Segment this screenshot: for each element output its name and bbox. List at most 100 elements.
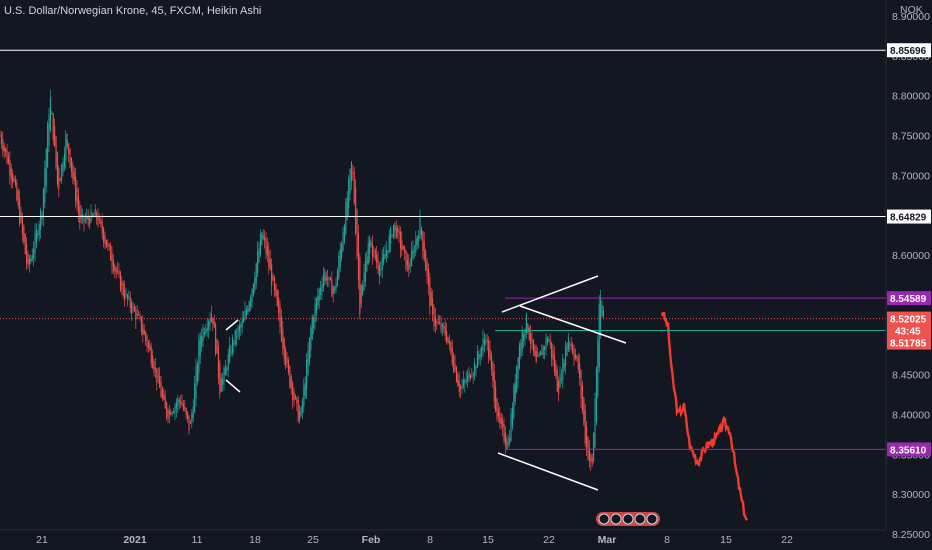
trendline[interactable] bbox=[225, 319, 239, 331]
candle-body bbox=[271, 264, 273, 287]
candle-body bbox=[54, 126, 56, 146]
event-icon[interactable] bbox=[610, 513, 622, 525]
candle-body bbox=[297, 400, 299, 422]
candle-body bbox=[168, 410, 170, 415]
trendline-drawings[interactable] bbox=[225, 275, 627, 491]
candle-body bbox=[476, 351, 478, 368]
trendline-middle[interactable] bbox=[519, 305, 627, 344]
candle-body bbox=[61, 164, 63, 180]
candle-body bbox=[255, 263, 257, 284]
candle-body bbox=[546, 339, 548, 343]
candle-body bbox=[408, 262, 410, 270]
candle-body bbox=[42, 188, 44, 218]
candle-body bbox=[399, 232, 401, 249]
candle-body bbox=[471, 376, 473, 378]
event-icon[interactable] bbox=[598, 513, 610, 525]
candle-body bbox=[363, 272, 365, 290]
candle-body bbox=[198, 340, 200, 373]
candle-body bbox=[222, 379, 224, 385]
price-tick: 8.30000 bbox=[892, 489, 930, 501]
candle-body bbox=[397, 228, 399, 232]
candle-body bbox=[296, 397, 298, 403]
candle-body bbox=[549, 340, 551, 345]
trendline-lower[interactable] bbox=[497, 452, 599, 491]
candle-body bbox=[128, 296, 130, 298]
candle-body bbox=[313, 317, 315, 329]
candle-body bbox=[139, 314, 141, 319]
candle-body bbox=[366, 256, 368, 271]
candle-body bbox=[492, 362, 494, 381]
candle-body bbox=[45, 149, 47, 186]
event-icon[interactable] bbox=[622, 513, 634, 525]
trendline[interactable] bbox=[225, 379, 241, 393]
candle-body bbox=[475, 366, 477, 369]
candle-body bbox=[315, 298, 317, 314]
event-icon[interactable] bbox=[646, 513, 658, 525]
trendline-upper[interactable] bbox=[501, 275, 599, 313]
candle-body bbox=[593, 433, 595, 461]
candle-body bbox=[230, 351, 232, 354]
candle-body bbox=[31, 255, 33, 261]
candle-body bbox=[152, 355, 154, 369]
candle-body bbox=[84, 218, 86, 220]
candle-body bbox=[52, 113, 54, 140]
candle-body bbox=[76, 188, 78, 205]
candle-body bbox=[513, 384, 515, 418]
candle-body bbox=[395, 226, 397, 238]
candle-body bbox=[219, 362, 221, 394]
candle-body bbox=[77, 196, 79, 214]
candle-body bbox=[201, 336, 203, 347]
candle-body bbox=[205, 329, 207, 334]
candle-body bbox=[279, 305, 281, 328]
candle-body bbox=[447, 336, 449, 343]
candle-body bbox=[598, 303, 600, 368]
candle-body bbox=[317, 295, 319, 306]
candle-body bbox=[387, 250, 389, 253]
horizontal-levels[interactable] bbox=[0, 49, 886, 450]
candle-body bbox=[324, 271, 326, 282]
candle-body bbox=[38, 224, 40, 235]
candle-body bbox=[202, 327, 204, 342]
price-axis[interactable]: NOK bbox=[885, 0, 932, 550]
candle-body bbox=[443, 325, 445, 329]
candle-body bbox=[286, 357, 288, 363]
candle-body bbox=[124, 289, 126, 301]
candle-body bbox=[33, 248, 35, 259]
candle-body bbox=[252, 283, 254, 296]
candle-body bbox=[16, 182, 18, 201]
candle-body bbox=[48, 114, 50, 146]
candle-body bbox=[14, 179, 16, 186]
candle-body bbox=[203, 331, 205, 335]
candle-body bbox=[104, 235, 106, 245]
candle-body bbox=[464, 380, 466, 384]
candle-body bbox=[133, 307, 135, 312]
candle-body bbox=[483, 339, 485, 345]
candle-body bbox=[369, 239, 371, 254]
candle-body bbox=[13, 178, 15, 181]
candle-body bbox=[500, 417, 502, 424]
candle-body bbox=[181, 402, 183, 406]
candle-body bbox=[125, 294, 127, 296]
candle-body bbox=[105, 239, 107, 248]
candle-body bbox=[335, 283, 337, 289]
candle-body bbox=[499, 412, 501, 424]
candle-body bbox=[294, 395, 296, 399]
candle-body bbox=[269, 259, 271, 271]
candle-body bbox=[254, 277, 256, 290]
candle-body bbox=[434, 316, 436, 327]
candle-body bbox=[0, 135, 1, 137]
candle-body bbox=[364, 260, 366, 282]
candle-body bbox=[350, 161, 352, 182]
candle-body bbox=[446, 331, 448, 343]
candle-body bbox=[157, 375, 159, 377]
event-icon[interactable] bbox=[634, 513, 646, 525]
event-markers[interactable] bbox=[596, 512, 660, 526]
candle-body bbox=[432, 298, 434, 315]
candle-body bbox=[357, 233, 359, 281]
candle-body bbox=[523, 333, 525, 341]
candle-body bbox=[352, 171, 354, 173]
candle-body bbox=[118, 270, 120, 275]
candle-body bbox=[209, 318, 211, 326]
candle-body bbox=[586, 426, 588, 449]
